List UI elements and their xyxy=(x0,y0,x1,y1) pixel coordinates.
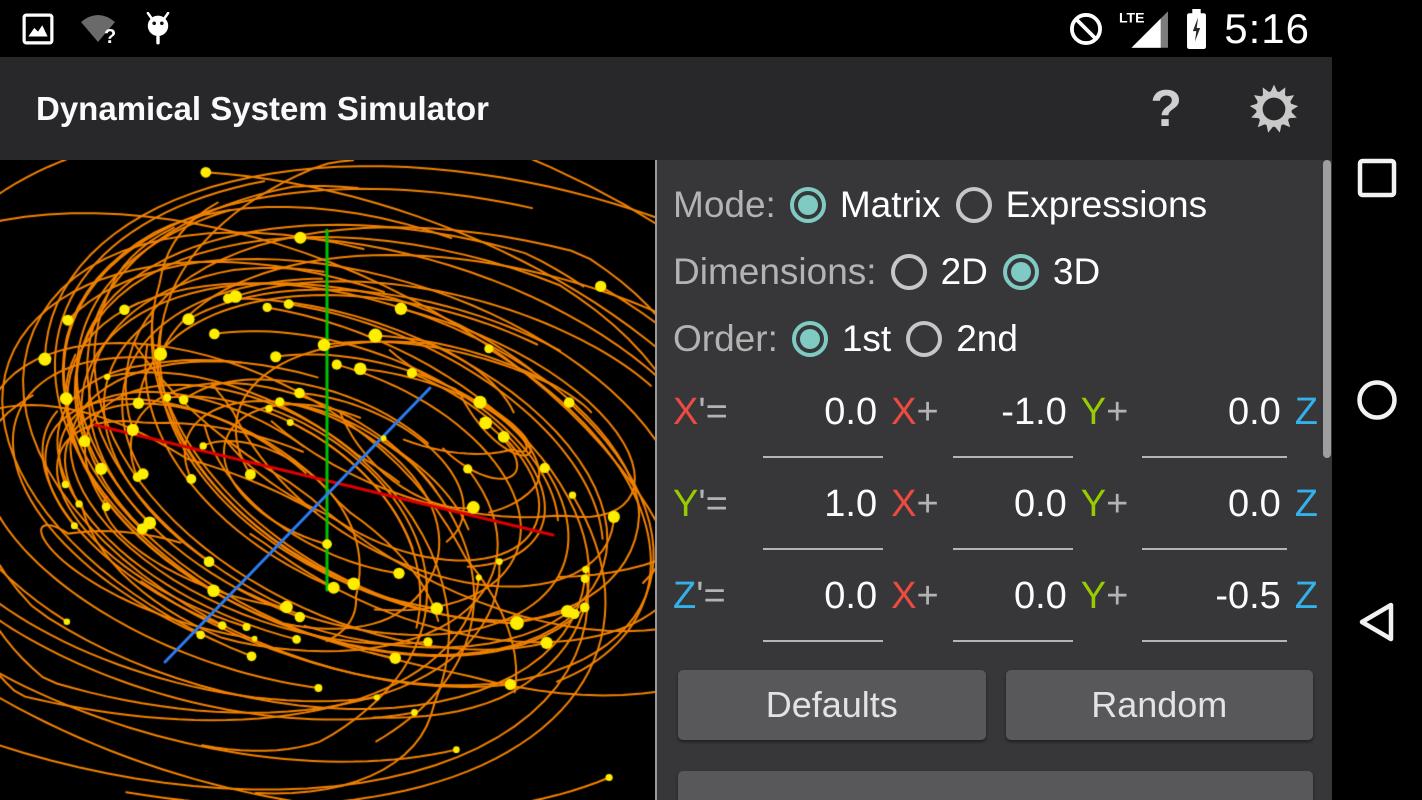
clock: 5:16 xyxy=(1224,4,1310,52)
matrix-cell: 0.0 X+ xyxy=(763,574,939,642)
dimensions-option-2d[interactable]: 2D xyxy=(890,251,988,293)
term-y: Y+ xyxy=(1080,391,1129,433)
dimensions-option-2d-label: 2D xyxy=(940,251,988,292)
no-signal-icon xyxy=(1070,12,1103,45)
help-button[interactable]: ? xyxy=(1150,79,1182,138)
matrix-cell: 1.0 X+ xyxy=(763,482,939,550)
radio-2d[interactable] xyxy=(890,254,927,290)
dimensions-label: Dimensions: xyxy=(673,251,877,292)
mode-option-expressions-label: Expressions xyxy=(1005,184,1208,225)
status-bar: ? LTE xyxy=(0,0,1422,57)
matrix-row-x: X'= 0.0 X+ -1.0 Y+ 0.0 Z xyxy=(673,390,1318,458)
simulation-canvas[interactable] xyxy=(0,160,655,800)
android-nav-bar xyxy=(1332,0,1422,800)
wifi-question-icon: ? xyxy=(81,14,116,46)
dimensions-option-3d-label: 3D xyxy=(1052,251,1101,292)
zprime-label: Z'= xyxy=(673,575,726,617)
matrix-cell: 0.0 Y+ xyxy=(952,574,1129,642)
coeff-input-zy[interactable]: 0.0 xyxy=(952,574,1073,642)
term-y: Y+ xyxy=(1080,483,1129,525)
term-x: X+ xyxy=(891,391,939,433)
mode-option-expressions[interactable]: Expressions xyxy=(955,184,1208,226)
app-title: Dynamical System Simulator xyxy=(36,89,490,127)
xprime-label: X'= xyxy=(673,391,728,433)
screenshot-icon xyxy=(22,13,54,44)
random-button[interactable]: Random xyxy=(1005,670,1313,740)
signal-lte-icon: LTE xyxy=(1119,9,1169,48)
coeff-input-yx[interactable]: 1.0 xyxy=(763,482,884,550)
defaults-button[interactable]: Defaults xyxy=(678,670,986,740)
dimensions-option-3d[interactable]: 3D xyxy=(1002,251,1101,293)
order-option-2nd-label: 2nd xyxy=(956,318,1018,359)
term-y: Y+ xyxy=(1080,575,1129,617)
order-label: Order: xyxy=(673,318,778,359)
status-left-icons: ? xyxy=(22,0,174,57)
order-option-1st-label: 1st xyxy=(841,318,892,359)
recents-button-icon[interactable] xyxy=(1357,158,1397,198)
adb-icon xyxy=(146,11,170,44)
network-type-label: LTE xyxy=(1119,9,1145,25)
matrix-cell: -1.0 Y+ xyxy=(952,390,1129,458)
yprime-label: Y'= xyxy=(673,483,728,525)
coeff-input-zz[interactable]: -0.5 xyxy=(1142,574,1287,642)
coeff-input-zx[interactable]: 0.0 xyxy=(763,574,884,642)
toolbar: Dynamical System Simulator ? xyxy=(0,57,1332,160)
coeff-input-xy[interactable]: -1.0 xyxy=(952,390,1073,458)
radio-matrix[interactable] xyxy=(789,187,826,223)
term-x: X+ xyxy=(891,483,939,525)
radio-1st[interactable] xyxy=(791,321,828,357)
mode-label: Mode: xyxy=(673,184,776,225)
bottom-panel-button[interactable] xyxy=(678,771,1313,800)
term-z: Z xyxy=(1294,391,1319,433)
matrix-cell: 0.0 Z xyxy=(1142,390,1318,458)
radio-3d[interactable] xyxy=(1002,254,1039,290)
radio-2nd[interactable] xyxy=(906,321,943,357)
panel-scrollbar[interactable] xyxy=(1323,160,1331,458)
order-row: Order: 1st 2nd xyxy=(673,318,1318,360)
term-x: X+ xyxy=(891,575,939,617)
svg-text:?: ? xyxy=(104,26,116,46)
order-option-1st[interactable]: 1st xyxy=(791,318,892,360)
mode-row: Mode: Matrix Expressions xyxy=(673,184,1318,226)
radio-expressions[interactable] xyxy=(955,187,992,223)
back-button-icon[interactable] xyxy=(1357,601,1397,643)
battery-charging-icon xyxy=(1187,8,1207,49)
coeff-input-yy[interactable]: 0.0 xyxy=(952,482,1073,550)
home-button-icon[interactable] xyxy=(1356,379,1398,421)
matrix-row-y: Y'= 1.0 X+ 0.0 Y+ 0.0 Z xyxy=(673,482,1318,550)
settings-gear-icon[interactable] xyxy=(1248,83,1300,135)
term-z: Z xyxy=(1294,575,1319,617)
coeff-input-xz[interactable]: 0.0 xyxy=(1142,390,1287,458)
matrix-cell: -0.5 Z xyxy=(1142,574,1318,642)
matrix-cell: 0.0 X+ xyxy=(763,390,939,458)
term-z: Z xyxy=(1294,483,1319,525)
phase-space-view xyxy=(0,160,655,800)
matrix-row-z: Z'= 0.0 X+ 0.0 Y+ -0.5 Z xyxy=(673,574,1318,642)
status-right-icons: LTE 5:16 xyxy=(1068,0,1310,57)
mode-option-matrix-label: Matrix xyxy=(839,184,941,225)
coeff-input-yz[interactable]: 0.0 xyxy=(1142,482,1287,550)
matrix-cell: 0.0 Z xyxy=(1142,482,1318,550)
control-panel: Mode: Matrix Expressions Dimensions: 2D … xyxy=(655,160,1332,800)
matrix-cell: 0.0 Y+ xyxy=(952,482,1129,550)
dimensions-row: Dimensions: 2D 3D xyxy=(673,251,1318,293)
order-option-2nd[interactable]: 2nd xyxy=(906,318,1018,360)
coeff-input-xx[interactable]: 0.0 xyxy=(763,390,884,458)
mode-option-matrix[interactable]: Matrix xyxy=(789,184,941,226)
